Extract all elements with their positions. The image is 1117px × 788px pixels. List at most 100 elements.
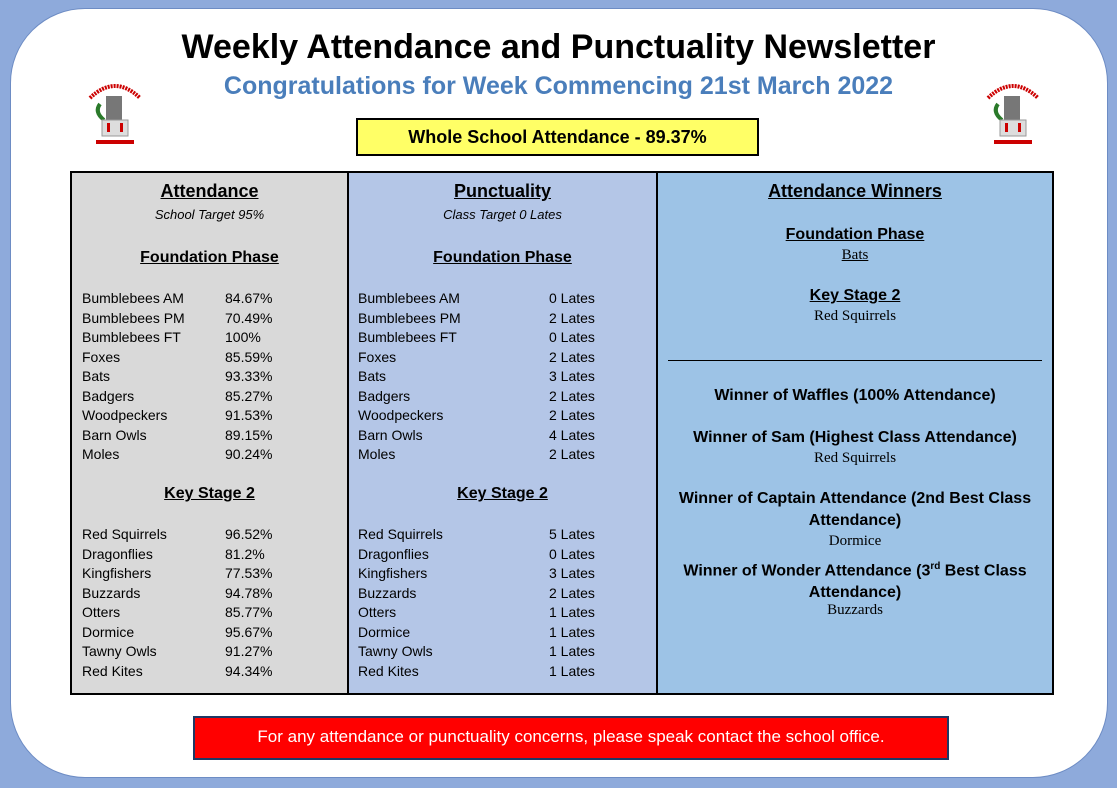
class-value: 94.34% [225, 662, 273, 679]
class-value: 0 Lates [549, 329, 595, 345]
table-row: Dormice 1 Lates [349, 623, 656, 643]
class-value: 91.53% [225, 407, 273, 423]
class-value: 90.24% [225, 446, 273, 462]
class-name: Red Kites [82, 662, 143, 679]
class-name: Buzzards [358, 584, 417, 601]
class-name: Dragonflies [82, 545, 153, 562]
page-subtitle: Congratulations for Week Commencing 21st… [223, 72, 894, 100]
class-value: 2 Lates [549, 309, 595, 326]
class-name: Kingfishers [82, 565, 152, 581]
table-row: Tawny Owls 91.27% [72, 642, 347, 662]
whole-school-attendance: Whole School Attendance - 89.37% [356, 118, 759, 156]
class-name: Dormice [358, 623, 411, 640]
table-row: Woodpeckers 91.53% [72, 406, 347, 426]
table-row: Dormice 95.67% [72, 623, 347, 643]
table-row: Moles 2 Lates [349, 445, 656, 465]
punctuality-foundation-heading: Foundation Phase [433, 249, 572, 266]
class-name: Red Squirrels [358, 526, 443, 542]
class-value: 81.2% [225, 545, 265, 562]
winners-foundation-heading: Foundation Phase [785, 226, 925, 243]
class-value: 70.49% [225, 309, 273, 326]
class-value: 85.27% [225, 387, 273, 404]
table-row: Foxes 85.59% [72, 348, 347, 368]
class-value: 1 Lates [549, 662, 595, 679]
table-row: Bumblebees PM 2 Lates [349, 309, 656, 329]
results-table: Attendance School Target 95% Foundation … [70, 171, 1054, 695]
class-value: 91.27% [225, 643, 273, 659]
page-title: Weekly Attendance and Punctuality Newsle… [181, 28, 936, 66]
table-row: Red Squirrels 5 Lates [349, 525, 656, 545]
wonder-winner: Buzzards [827, 602, 883, 618]
table-row: Red Kites 1 Lates [349, 662, 656, 682]
punctuality-column: Punctuality Class Target 0 Lates Foundat… [349, 173, 658, 693]
table-row: Bumblebees PM 70.49% [72, 309, 347, 329]
table-row: Otters 1 Lates [349, 603, 656, 623]
class-value: 96.52% [225, 526, 273, 542]
class-name: Bats [358, 368, 387, 384]
table-row: Buzzards 94.78% [72, 584, 347, 604]
class-name: Foxes [358, 348, 397, 365]
captain-award-line1: Winner of Captain Attendance (2nd Best C… [678, 490, 1032, 507]
table-row: Tawny Owls 1 Lates [349, 642, 656, 662]
class-name: Otters [82, 604, 121, 620]
table-row: Bumblebees FT 0 Lates [349, 328, 656, 348]
class-name: Dormice [82, 623, 135, 640]
class-name: Dragonflies [358, 545, 429, 562]
class-name: Tawny Owls [358, 643, 433, 659]
table-row: Buzzards 2 Lates [349, 584, 656, 604]
waffles-award: Winner of Waffles (100% Attendance) [714, 387, 996, 404]
table-row: Foxes 2 Lates [349, 348, 656, 368]
class-value: 89.15% [225, 426, 273, 443]
table-row: Red Kites 94.34% [72, 662, 347, 682]
class-value: 1 Lates [549, 623, 595, 640]
class-name: Bumblebees AM [82, 290, 184, 306]
captain-award-line2: Attendance) [808, 512, 902, 529]
class-name: Woodpeckers [82, 407, 168, 423]
class-name: Bumblebees PM [358, 309, 461, 326]
class-name: Woodpeckers [358, 407, 444, 423]
class-value: 84.67% [225, 290, 273, 306]
class-name: Bats [82, 368, 111, 384]
winners-ks2-winner: Red Squirrels [813, 308, 897, 324]
class-value: 2 Lates [549, 348, 595, 365]
table-row: Barn Owls 89.15% [72, 426, 347, 446]
winners-heading: Attendance Winners [768, 181, 942, 201]
table-row: Badgers 2 Lates [349, 387, 656, 407]
school-logo-left [88, 84, 142, 144]
winners-ks2-heading: Key Stage 2 [809, 287, 901, 304]
table-row: Dragonflies 0 Lates [349, 545, 656, 565]
table-row: Kingfishers 3 Lates [349, 564, 656, 584]
table-row: Badgers 85.27% [72, 387, 347, 407]
class-value: 5 Lates [549, 526, 595, 542]
class-value: 2 Lates [549, 387, 595, 404]
table-row: Moles 90.24% [72, 445, 347, 465]
attendance-column: Attendance School Target 95% Foundation … [72, 173, 349, 693]
attendance-heading: Attendance [160, 181, 259, 201]
sam-winner: Red Squirrels [813, 450, 897, 466]
class-name: Badgers [358, 387, 411, 404]
class-name: Barn Owls [82, 426, 147, 443]
table-row: Bumblebees AM 84.67% [72, 289, 347, 309]
attendance-ks2-heading: Key Stage 2 [164, 485, 255, 502]
class-name: Barn Owls [358, 426, 423, 443]
class-value: 100% [225, 329, 261, 345]
class-value: 3 Lates [549, 565, 595, 581]
punctuality-target: Class Target 0 Lates [443, 207, 562, 222]
class-name: Bumblebees PM [82, 309, 185, 326]
class-value: 85.77% [225, 604, 273, 620]
class-name: Badgers [82, 387, 135, 404]
class-name: Bumblebees AM [358, 290, 460, 306]
table-row: Bumblebees AM 0 Lates [349, 289, 656, 309]
wonder-award-line2: Attendance) [808, 584, 902, 602]
class-name: Red Squirrels [82, 526, 167, 542]
class-value: 0 Lates [549, 545, 595, 562]
class-value: 0 Lates [549, 290, 595, 306]
class-value: 3 Lates [549, 368, 595, 384]
class-value: 2 Lates [549, 584, 595, 601]
class-name: Bumblebees FT [358, 329, 457, 345]
wonder-award: Winner of Wonder Attendance (3rd Best Cl… [658, 556, 1052, 604]
table-row: Red Squirrels 96.52% [72, 525, 347, 545]
wonder-award-text: Winner of Wonder Attendance (3 [683, 562, 931, 580]
punctuality-ks2-heading: Key Stage 2 [457, 485, 548, 502]
school-logo-right [986, 84, 1040, 144]
